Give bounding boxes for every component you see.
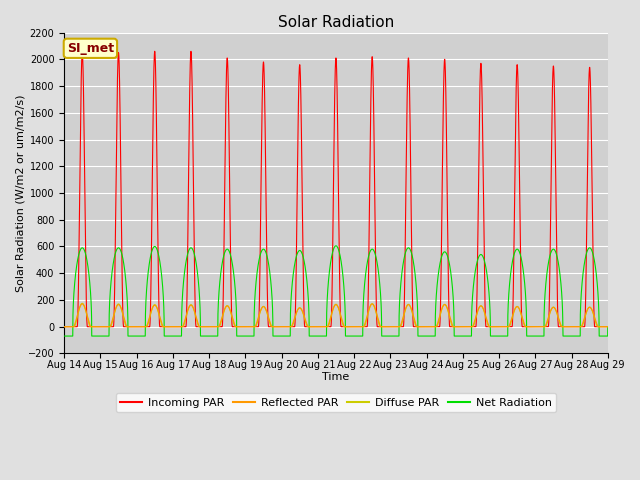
Text: SI_met: SI_met xyxy=(67,42,114,55)
Y-axis label: Solar Radiation (W/m2 or um/m2/s): Solar Radiation (W/m2 or um/m2/s) xyxy=(15,94,25,292)
Legend: Incoming PAR, Reflected PAR, Diffuse PAR, Net Radiation: Incoming PAR, Reflected PAR, Diffuse PAR… xyxy=(116,393,556,412)
Title: Solar Radiation: Solar Radiation xyxy=(278,15,394,30)
X-axis label: Time: Time xyxy=(323,372,349,383)
